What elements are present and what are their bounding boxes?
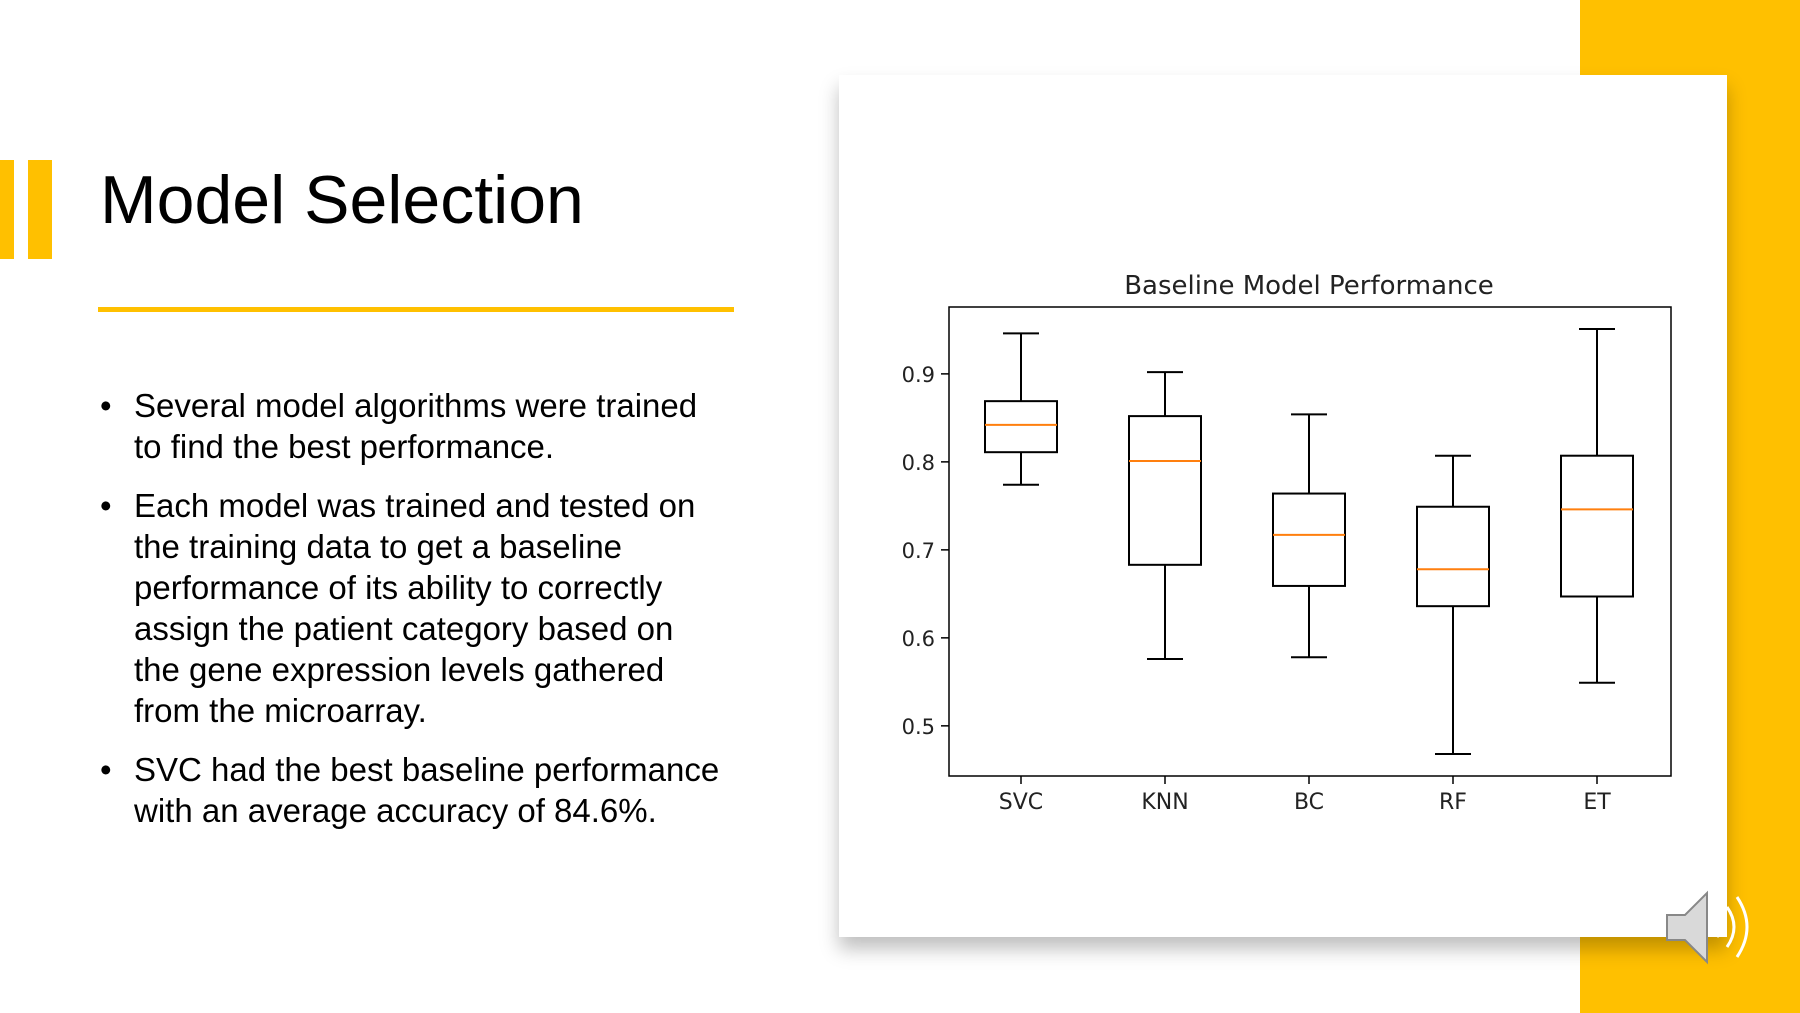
bullet-item: • Several model algorithms were trained …: [100, 385, 760, 467]
box-svc: [984, 332, 1058, 486]
y-tick-label: 0.7: [902, 539, 935, 563]
box-iqr: [984, 400, 1058, 454]
bullet-line: from the microarray.: [134, 692, 427, 729]
bullet-line: assign the patient category based on: [134, 610, 674, 647]
title-divider: [98, 307, 734, 312]
x-tick-label: KNN: [1141, 790, 1188, 815]
x-tick-label: BC: [1294, 790, 1324, 815]
chart-card: Baseline Model Performance 0.5 0.6 0.7 0.8 0…: [839, 75, 1727, 937]
y-tick-label: 0.6: [902, 627, 935, 651]
bullet-item: • Each model was trained and tested on t…: [100, 485, 760, 731]
speaker-icon-graphic: [1666, 890, 1749, 965]
speaker-icon[interactable]: [1665, 885, 1765, 970]
bullet-line: the gene expression levels gathered: [134, 651, 665, 688]
box-bc: [1272, 413, 1346, 659]
x-tick-label: ET: [1583, 790, 1611, 815]
y-tick-label: 0.9: [902, 363, 935, 387]
bullet-line: Each model was trained and tested on: [134, 487, 696, 524]
box-knn: [1128, 371, 1202, 660]
box-iqr: [1416, 505, 1490, 608]
y-axis: 0.5 0.6 0.7 0.8 0.9: [902, 363, 949, 739]
y-tick-label: 0.8: [902, 451, 935, 475]
title-accent-bar-left: [0, 160, 14, 259]
bullet-line: performance of its ability to correctly: [134, 569, 663, 606]
bullet-marker: •: [100, 387, 112, 424]
box-iqr: [1128, 415, 1202, 566]
box-series: [984, 327, 1634, 756]
bullet-line: the training data to get a baseline: [134, 528, 623, 565]
bullet-line: SVC had the best baseline performance: [134, 751, 720, 788]
bullet-line: Several model algorithms were trained: [134, 387, 698, 424]
title-accent-bar-right: [28, 160, 52, 259]
slide-title: Model Selection: [100, 162, 584, 238]
box-et: [1560, 327, 1634, 684]
boxplot-chart: Baseline Model Performance 0.50.60.70.80…: [902, 271, 1672, 815]
y-tick-label: 0.5: [902, 715, 935, 739]
bullet-item: • SVC had the best baseline performance …: [100, 749, 760, 831]
x-axis: SVC KNN BC RF ET: [999, 776, 1611, 815]
x-tick-label: SVC: [999, 790, 1043, 815]
bullet-marker: •: [100, 487, 112, 524]
box-rf: [1416, 454, 1490, 756]
box-iqr: [1272, 492, 1346, 587]
bullet-marker: •: [100, 751, 112, 788]
box-iqr: [1560, 454, 1634, 598]
x-tick-label: RF: [1439, 790, 1467, 815]
chart-title: Baseline Model Performance: [1124, 271, 1494, 301]
bullet-line: with an average accuracy of 84.6%.: [134, 792, 657, 829]
bullet-list: • Several model algorithms were trained …: [100, 385, 760, 849]
bullet-line: to find the best performance.: [134, 428, 555, 465]
plot-frame: [948, 306, 1672, 777]
